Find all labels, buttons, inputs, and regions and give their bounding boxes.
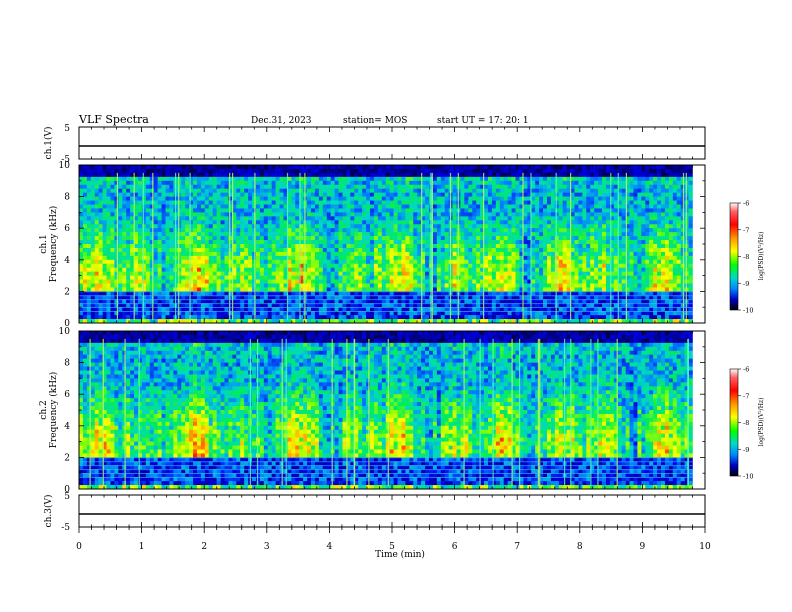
x-tick-label: 8	[577, 542, 583, 552]
figure-title: VLF Spectra	[78, 113, 149, 126]
x-tick-label: 6	[452, 542, 458, 552]
x-axis-label: Time (min)	[375, 549, 425, 560]
x-tick-label: 7	[514, 542, 520, 552]
freq-tick-label: 0	[64, 319, 70, 329]
ch2-colorbar: -6 -7 -8 -9 -10	[729, 366, 753, 481]
colorbar-tick-label: -7	[743, 226, 749, 234]
freq-tick-label: 2	[64, 287, 70, 297]
ch2-colorbar-label: log(PSD)(V²/Hz)	[758, 398, 765, 447]
freq-axis-label: Frequency (kHz)	[48, 206, 59, 283]
ch1-ytick-neg5: -5	[61, 155, 70, 165]
colorbar-tick-label: -7	[743, 392, 749, 400]
x-tick-label: 10	[699, 542, 711, 552]
freq-axis-label: Frequency (kHz)	[48, 372, 59, 449]
freq-axis-label: ch.1	[39, 234, 49, 253]
freq-tick-label: 8	[64, 359, 70, 369]
x-tick-label: 3	[264, 542, 270, 552]
tick-marks	[78, 127, 706, 533]
ch2-spectrogram-yticks: 0 2 4 6 8 10	[59, 327, 71, 495]
colorbar-tick-label: -6	[743, 366, 749, 374]
ch3-waveform-ylabel: ch.3(V)	[43, 495, 54, 528]
freq-tick-label: 10	[59, 327, 71, 337]
freq-tick-label: 2	[64, 453, 70, 463]
colorbar-tick-label: -10	[743, 307, 753, 315]
ch1-ytick-5: 5	[64, 124, 70, 134]
freq-tick-label: 6	[64, 224, 70, 234]
colorbar-tick-label: -9	[743, 446, 749, 454]
freq-tick-label: 6	[64, 390, 70, 400]
ch1-spectrogram-yticks: 0 2 4 6 8 10	[59, 161, 71, 329]
x-tick-labels: 0 1 2 3 4 5 6 7 8 9 10	[76, 542, 711, 552]
freq-tick-label: 10	[59, 161, 71, 171]
x-tick-label: 5	[389, 542, 395, 552]
ch1-waveform-ylabel: ch.1(V)	[43, 127, 54, 160]
date-label: Dec.31, 2023	[251, 116, 312, 126]
x-tick-label: 2	[201, 542, 207, 552]
freq-tick-label: 0	[64, 485, 70, 495]
ch1-spectrogram-cells	[79, 165, 693, 324]
ch1-spectrogram-ylabel: ch.1 Frequency (kHz)	[39, 206, 59, 283]
freq-axis-label: ch.2	[39, 400, 49, 419]
x-tick-label: 9	[640, 542, 646, 552]
colorbar-tick-label: -6	[743, 200, 749, 208]
ch2-spectrogram-cells	[79, 331, 693, 490]
x-tick-label: 0	[76, 542, 82, 552]
freq-tick-label: 4	[64, 256, 70, 266]
x-tick-label: 4	[327, 542, 333, 552]
ch1-colorbar-label: log(PSD)(V²/Hz)	[758, 232, 765, 281]
freq-tick-label: 4	[64, 422, 70, 432]
ch1-colorbar: -6 -7 -8 -9 -10	[729, 200, 753, 315]
freq-tick-label: 8	[64, 193, 70, 203]
ch2-spectrogram-ylabel: ch.2 Frequency (kHz)	[39, 372, 59, 449]
ch3-ytick-neg5: -5	[61, 523, 70, 533]
colorbar-tick-label: -9	[743, 280, 749, 288]
colorbar-tick-label: -10	[743, 473, 753, 481]
x-tick-label: 1	[139, 542, 145, 552]
colorbar-tick-label: -8	[743, 253, 749, 261]
station-label: station= MOS	[343, 116, 407, 126]
ch3-ytick-5: 5	[64, 492, 70, 502]
colorbar-tick-label: -8	[743, 419, 749, 427]
start-ut-label: start UT = 17: 20: 1	[437, 116, 529, 126]
